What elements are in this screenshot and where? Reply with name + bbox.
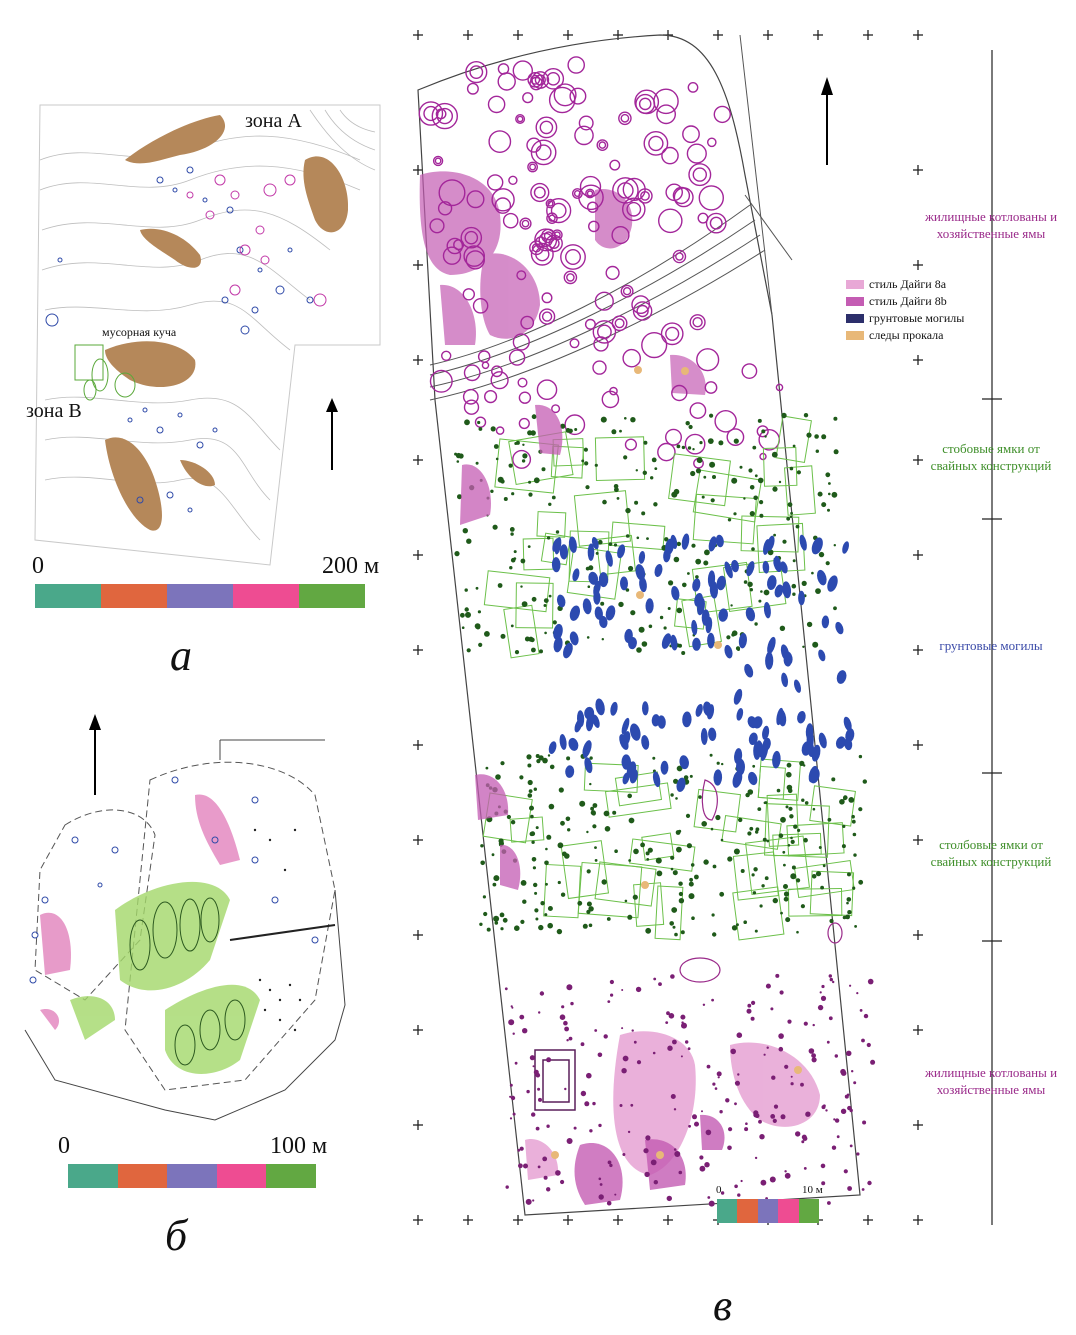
legend-swatch [846,331,864,340]
scale-segment [35,584,101,608]
scale-segment [167,1164,217,1188]
scale-bar-b [68,1164,316,1188]
scale-segment [266,1164,316,1188]
panel-b-svg [24,714,346,1121]
scale-label-b-end: 100 м [270,1133,328,1159]
scale-label-a-start: 0 [32,553,44,579]
legend-label: стиль Дайги 8a [869,277,947,291]
scale-segment [167,584,233,608]
scale-segment [68,1164,118,1188]
panel-b-label: б [165,1211,188,1260]
scale-segment [216,1164,267,1188]
band-text: жилищные котлованы и [924,209,1058,224]
legend-swatch [846,314,864,323]
band-text: хозяйственные ямы [936,226,1046,241]
scale-segment [117,1164,168,1188]
panel-v-svg [413,30,1002,1225]
legend-item-graves: грунтовые могилы [846,310,964,327]
scale-label-v-start: 0 [716,1184,722,1196]
legend-swatch [846,280,864,289]
legend-swatch [846,297,864,306]
zone-a-label: зона А [245,110,302,132]
scale-segment [737,1199,758,1223]
panel-a-svg [34,104,381,566]
panel-a-map: зона А зона В мусорная куча [26,100,390,570]
band-label-posts-bottom: столбовые ямки от свайных конструкций [906,836,1076,870]
scale-segment [233,584,299,608]
scale-segment [757,1199,779,1223]
legend: стиль Дайги 8a стиль Дайги 8b грунтовые … [846,276,964,344]
north-arrow-icon [89,714,101,795]
band-label-graves: грунтовые могилы [906,637,1076,654]
panel-v-map [400,15,1076,1235]
band-text: хозяйственные ямы [936,1082,1046,1097]
north-arrow-icon [821,77,833,165]
band-text: столбовые ямки от [939,837,1043,852]
panel-a-label: а [170,631,192,680]
band-label-dwellings-bottom: жилищные котлованы и хозяйственные ямы [906,1064,1076,1098]
north-arrow-icon [326,398,338,470]
scale-segment [717,1199,738,1223]
scale-label-v-end: 10 м [802,1184,823,1196]
band-text: жилищные котлованы и [924,1065,1058,1080]
scale-segment [299,584,365,608]
midden-label: мусорная куча [102,325,177,339]
scale-segment [778,1199,799,1223]
band-text: свайных конструкций [930,854,1052,869]
legend-label: стиль Дайги 8b [869,294,947,308]
legend-item-8a: стиль Дайги 8a [846,276,964,293]
legend-label: грунтовые могилы [869,311,965,325]
zone-v-label: зона В [26,400,82,422]
scale-segment [798,1199,820,1223]
legend-label: следы прокала [869,328,944,342]
scale-segment [101,584,167,608]
panel-v-label: в [713,1281,733,1330]
scale-label-a-end: 200 м [322,553,380,579]
panel-b-map [15,700,360,1130]
scale-label-b-start: 0 [58,1133,70,1159]
band-text: стобовые ямки от [942,441,1040,456]
band-text: свайных конструкций [930,458,1052,473]
band-label-posts-top: стобовые ямки от свайных конструкций [906,440,1076,474]
scale-bar-v [717,1199,820,1223]
scale-bar-a [35,584,365,608]
legend-item-8b: стиль Дайги 8b [846,293,964,310]
band-text: грунтовые могилы [939,638,1043,653]
band-label-dwellings-top: жилищные котлованы и хозяйственные ямы [906,208,1076,242]
legend-item-burn: следы прокала [846,327,964,344]
